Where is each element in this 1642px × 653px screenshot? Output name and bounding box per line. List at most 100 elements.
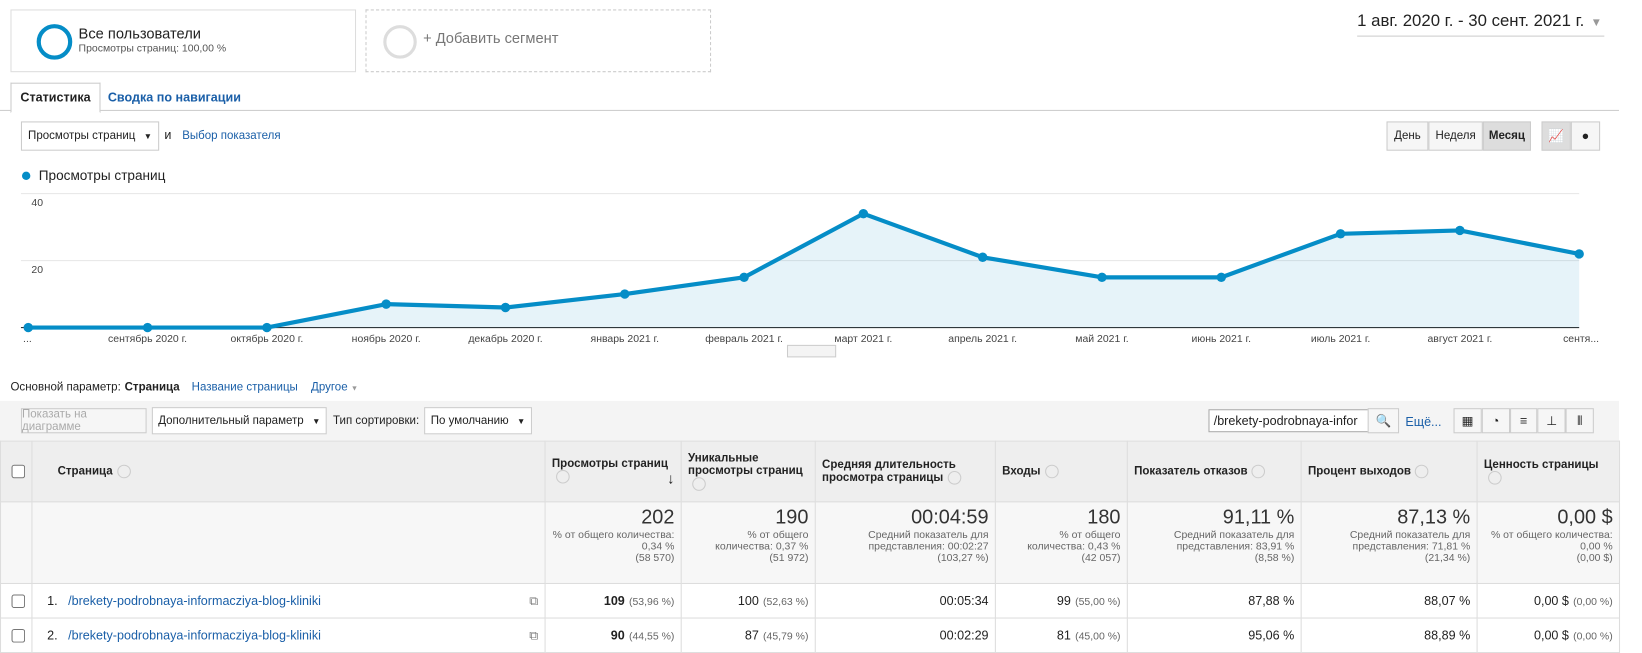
metric-select-text: Просмотры страниц <box>28 129 136 143</box>
view-compare[interactable]: ⊥ <box>1537 408 1566 434</box>
point <box>1335 229 1346 239</box>
dimension-option[interactable]: Другое ▼ <box>311 380 359 394</box>
metric-value: 87,88 % <box>1248 593 1295 609</box>
point <box>620 289 630 299</box>
column-header[interactable]: Средняя длительность просмотра страницы <box>814 440 996 503</box>
secondary-dimension[interactable]: Дополнительный параметр ▼ <box>151 407 327 435</box>
checkbox[interactable] <box>11 593 26 608</box>
dimension-option-active[interactable]: Страница <box>124 380 180 394</box>
open-page-icon[interactable]: ⧉ <box>529 627 539 643</box>
checkbox[interactable] <box>11 628 26 643</box>
metric-share: (0,00 %) <box>1573 596 1613 609</box>
column-header[interactable]: Страница <box>31 440 546 503</box>
row-select <box>0 582 33 619</box>
x-tick-label: июнь 2021 г. <box>1192 334 1251 345</box>
column-header[interactable]: Просмотры страниц ↓ <box>544 440 682 503</box>
view-pie[interactable]: ◔ <box>1481 408 1510 434</box>
legend-label: Просмотры страниц <box>39 168 166 183</box>
column-header[interactable]: Уникальные просмотры страниц <box>680 440 816 503</box>
column-header[interactable]: Процент выходов <box>1300 440 1478 503</box>
metric-share: (0,00 %) <box>1573 631 1613 643</box>
search-button[interactable]: 🔍 <box>1367 408 1400 434</box>
column-header[interactable]: Входы <box>994 440 1128 503</box>
search-input[interactable]: /brekety-podrobnaya-infor <box>1208 409 1374 433</box>
granularity-button[interactable]: День <box>1386 121 1429 151</box>
date-range-text: 1 авг. 2020 г. - 30 сент. 2021 г. <box>1357 12 1585 31</box>
motion-chart-button[interactable]: ● <box>1570 121 1601 151</box>
tab-active[interactable]: Статистика <box>10 82 101 114</box>
chart-toggle[interactable] <box>786 344 837 358</box>
x-tick-label: сентя... <box>1563 334 1599 345</box>
metric-value: 95,06 % <box>1248 627 1295 643</box>
help-icon <box>1415 464 1429 479</box>
page-link[interactable]: /brekety-podrobnaya-informacziya-blog-kl… <box>68 627 321 643</box>
metric-cell: 87,88 % <box>1126 582 1302 619</box>
metric-cell: 109 (53,96 %) <box>544 582 682 619</box>
point <box>739 272 749 283</box>
total-value: 00:04:59 <box>911 506 989 529</box>
dimension-option[interactable]: Название страницы <box>191 380 298 394</box>
segment-card[interactable]: Все пользователи Просмотры страниц: 100,… <box>10 9 357 73</box>
metric-cell: 81 (45,00 %) <box>994 617 1128 653</box>
granularity-button[interactable]: Месяц <box>1482 121 1532 151</box>
metric-cell: 90 (44,55 %) <box>544 617 682 653</box>
y-tick-label: 20 <box>31 265 43 276</box>
conjunction: и <box>164 127 172 143</box>
granularity-button[interactable]: Неделя <box>1428 121 1483 151</box>
sort-select[interactable]: По умолчанию ▼ <box>424 407 532 435</box>
column-header[interactable]: Показатель отказов <box>1126 440 1302 503</box>
checkbox[interactable] <box>11 464 26 479</box>
data-row: 2. /brekety-podrobnaya-informacziya-blog-… <box>0 617 1621 653</box>
point <box>262 322 272 333</box>
column-title: Процент выходов <box>1307 465 1411 478</box>
date-range[interactable]: 1 авг. 2020 г. - 30 сент. 2021 г. ▼ <box>1357 12 1605 37</box>
metric-cell: 88,07 % <box>1300 582 1478 619</box>
metric-cell: 99 (55,00 %) <box>994 582 1128 619</box>
data-table: Страница Просмотры страниц ↓ Уникальные про… <box>0 440 1621 653</box>
column-header[interactable]: Ценность страницы <box>1476 440 1621 503</box>
segment-name: Все пользователи <box>78 25 201 42</box>
row-select <box>0 617 33 653</box>
x-tick-label: март 2021 г. <box>834 334 892 345</box>
metric-value: 88,89 % <box>1424 627 1471 643</box>
total-note: % от общего количества: 0,00 % <box>1490 529 1613 553</box>
sort-label: Тип сортировки: <box>333 414 420 428</box>
row-index: 2. <box>47 627 58 643</box>
total-note: Средний показатель для представления: 83… <box>1173 529 1295 553</box>
metric-cell: 88,89 % <box>1300 617 1478 653</box>
dimension-option-text: Другое <box>311 380 348 394</box>
tab-line <box>0 109 1619 111</box>
x-tick-label: апрель 2021 г. <box>948 334 1017 345</box>
x-tick-label: август 2021 г. <box>1427 334 1492 345</box>
open-page-icon[interactable]: ⧉ <box>529 592 539 608</box>
point <box>1216 272 1226 283</box>
view-bars[interactable]: ≡ <box>1509 408 1538 434</box>
help-icon <box>692 477 706 491</box>
total-cell: 0,00 $% от общего количества: 0,00 % (0,0… <box>1476 501 1621 585</box>
metric-value: 87 <box>744 627 759 643</box>
view-pivot[interactable]: ⦀ <box>1565 408 1594 434</box>
total-base: (42 057) <box>1081 552 1121 565</box>
metric-cell: 95,06 % <box>1126 617 1302 653</box>
total-base: (103,27 %) <box>937 552 989 565</box>
segment-icon <box>36 24 73 60</box>
metric-picker[interactable]: Выбор показателя <box>182 129 281 143</box>
page-link[interactable]: /brekety-podrobnaya-informacziya-blog-kl… <box>68 592 321 608</box>
totals-spacer <box>0 501 33 585</box>
metric-cell: 00:05:34 <box>814 582 996 619</box>
metric-select[interactable]: Просмотры страниц ▼ <box>20 121 160 151</box>
line-chart-button[interactable]: 📈 <box>1541 121 1571 151</box>
x-tick-label: июль 2021 г. <box>1311 334 1371 345</box>
view-table[interactable]: ▦ <box>1453 408 1482 434</box>
add-segment[interactable]: + Добавить сегмент <box>365 9 712 73</box>
metric-share: (52,63 %) <box>763 596 809 609</box>
total-value: 202 <box>641 506 675 529</box>
y-tick-label: 40 <box>31 198 43 209</box>
select-all <box>0 440 33 503</box>
tab[interactable]: Сводка по навигации <box>107 90 241 105</box>
plot-button[interactable]: Показать на диаграмме <box>20 408 147 434</box>
metric-share: (45,79 %) <box>763 631 809 643</box>
metric-value: 00:05:34 <box>939 593 989 609</box>
more-link[interactable]: Ещё... <box>1405 414 1442 430</box>
